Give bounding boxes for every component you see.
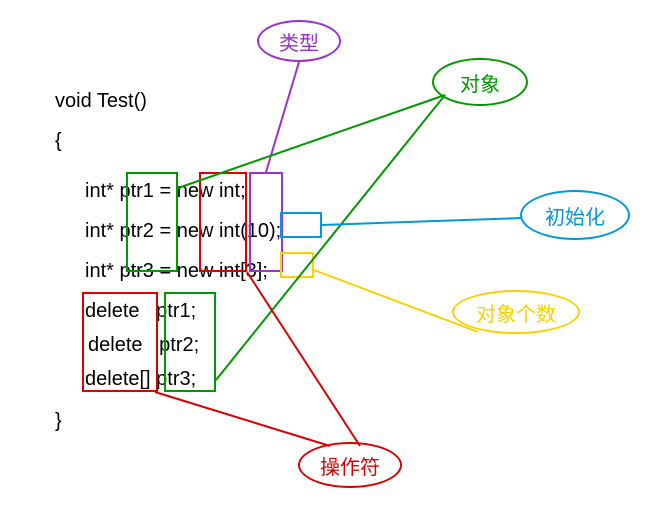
connector-lines — [0, 0, 666, 512]
code-line-3: int* ptr2 = new int(10); — [85, 220, 281, 243]
label-count: 对象个数 — [452, 290, 580, 334]
code-line-6: delete ptr2; — [88, 334, 199, 357]
code-line-0: void Test() — [55, 90, 147, 113]
label-init: 初始化 — [520, 190, 630, 240]
rect-init-box — [280, 212, 322, 238]
code-line-1: { — [55, 130, 62, 153]
code-line-4: int* ptr3 = new int[3]; — [85, 260, 268, 283]
code-line-5: delete ptr1; — [85, 300, 196, 323]
label-type-text: 类型 — [279, 27, 319, 56]
label-object-text: 对象 — [460, 68, 500, 97]
label-operator-text: 操作符 — [320, 451, 380, 480]
code-line-8: } — [55, 410, 62, 433]
label-object: 对象 — [432, 58, 528, 106]
label-operator: 操作符 — [298, 442, 402, 488]
rect-count-box — [280, 252, 314, 278]
code-line-2: int* ptr1 = new int; — [85, 180, 246, 203]
label-count-text: 对象个数 — [476, 298, 556, 327]
label-type: 类型 — [257, 20, 341, 62]
code-line-7: delete[] ptr3; — [85, 368, 196, 391]
label-init-text: 初始化 — [545, 201, 605, 230]
